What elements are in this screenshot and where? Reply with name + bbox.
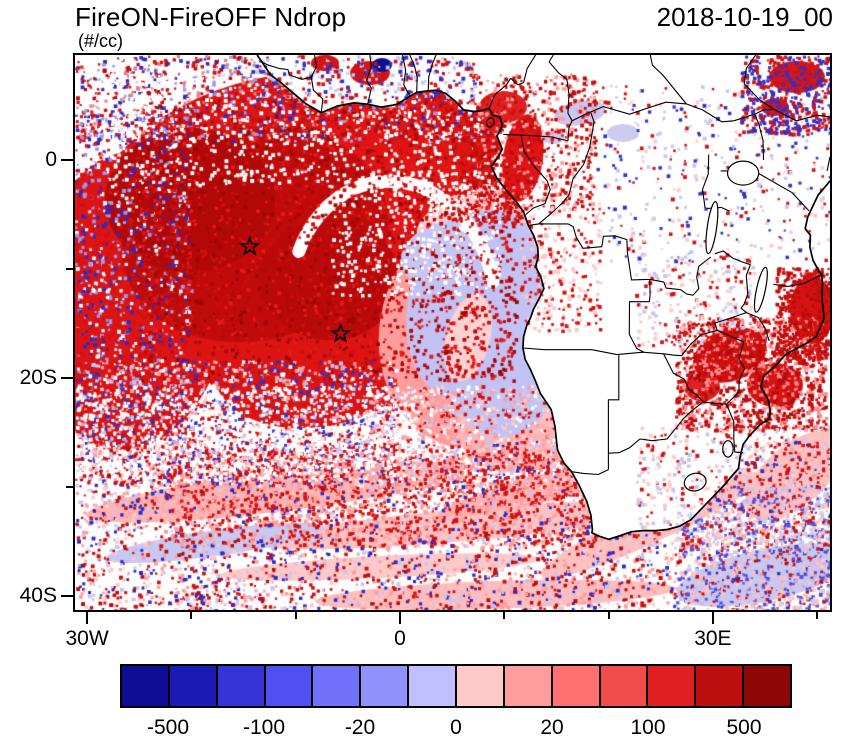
colorbar-tick-label: -20 <box>344 716 376 739</box>
country-border <box>773 273 823 287</box>
colorbar-cell-13 <box>744 666 791 706</box>
colorbar-cell-5 <box>361 666 410 706</box>
map-frame <box>73 53 832 612</box>
country-border <box>310 55 318 78</box>
colorbar-cell-6 <box>409 666 458 706</box>
colorbar-cell-12 <box>696 666 745 706</box>
country-border <box>607 355 620 470</box>
country-border <box>740 264 751 314</box>
country-border <box>725 403 744 454</box>
country-border <box>520 134 551 215</box>
country-border <box>608 401 704 454</box>
country-border <box>714 312 747 331</box>
country-border <box>366 55 372 105</box>
country-border <box>826 156 830 172</box>
country-border <box>261 61 290 76</box>
country-border <box>743 55 775 111</box>
colorbar-tick-label: 20 <box>540 716 564 739</box>
country-border <box>488 55 537 109</box>
colorbar-cell-9 <box>552 666 601 706</box>
star-2-marker-icon <box>329 322 352 343</box>
country-border <box>714 250 751 266</box>
colorbar-tick-label: 100 <box>630 716 666 739</box>
colorbar-cell-4 <box>313 666 362 706</box>
colorbar-tick-label: -100 <box>242 716 286 739</box>
star-1-marker-icon <box>239 235 261 256</box>
colorbar-cell-3 <box>265 666 314 706</box>
country-border <box>538 223 651 353</box>
outline-bioko <box>485 117 495 128</box>
colorbar-tick-label: -500 <box>146 716 190 739</box>
lake-malawi <box>753 266 768 313</box>
country-border <box>649 256 712 296</box>
map-overlay <box>239 55 830 541</box>
colorbar-cell-2 <box>217 666 266 706</box>
country-border <box>289 74 312 80</box>
x-axis-label: 0 <box>394 627 406 650</box>
colorbar-cell-11 <box>648 666 697 706</box>
country-border <box>754 113 765 161</box>
y-axis-minor-tick <box>66 486 73 488</box>
colorbar-cell-10 <box>600 666 649 706</box>
country-border <box>402 55 411 97</box>
colorbar-cell-8 <box>504 666 553 706</box>
x-axis-label: 30E <box>694 627 732 650</box>
country-border <box>701 154 710 209</box>
country-border <box>310 77 324 113</box>
y-axis-tick <box>61 377 73 379</box>
colorbar-tick-label: 0 <box>450 716 462 739</box>
plot-timestamp: 2018-10-19_00 <box>656 2 833 32</box>
coastline <box>256 55 830 541</box>
colorbar <box>120 664 792 708</box>
country-border <box>571 101 687 122</box>
y-axis-label: 20S <box>19 366 57 389</box>
y-axis-tick <box>61 595 73 597</box>
y-axis-label: 40S <box>19 584 57 607</box>
country-border <box>503 133 569 142</box>
country-border <box>649 55 687 105</box>
colorbar-cell-0 <box>122 666 170 706</box>
country-border <box>663 353 704 403</box>
x-axis-minor-tick <box>816 612 819 619</box>
y-axis-minor-tick <box>66 268 73 270</box>
country-border <box>686 103 830 123</box>
country-border <box>702 401 727 405</box>
country-border <box>663 329 718 357</box>
plot-units-label: (#/cc) <box>78 31 123 51</box>
x-axis-label: 30W <box>65 627 109 650</box>
x-axis-minor-tick <box>294 612 297 619</box>
outline-lesotho <box>683 472 707 492</box>
country-border <box>427 55 437 91</box>
data-field-canvas <box>75 55 830 610</box>
lake-victoria <box>726 160 760 186</box>
colorbar-cell-7 <box>457 666 505 706</box>
x-axis-minor-tick <box>607 612 610 619</box>
colorbar-cell-1 <box>169 666 218 706</box>
plot-title: FireON-FireOFF Ndrop <box>75 2 347 32</box>
x-axis-tick <box>86 612 89 624</box>
x-axis-tick <box>399 612 401 624</box>
country-border <box>548 55 573 122</box>
country-border <box>746 312 770 342</box>
country-border <box>716 329 746 405</box>
country-border <box>528 112 595 226</box>
outline-eswatini <box>722 440 734 458</box>
country-border <box>409 55 418 93</box>
colorbar-tick-label: 500 <box>726 716 762 739</box>
country-border <box>522 347 664 356</box>
country-border <box>571 469 609 476</box>
y-axis-tick <box>61 159 73 161</box>
country-border <box>567 120 573 141</box>
country-border <box>753 170 810 212</box>
x-axis-minor-tick <box>503 612 506 619</box>
lake-tanganyika <box>705 201 719 255</box>
y-axis-label: 0 <box>45 148 57 171</box>
x-axis-minor-tick <box>190 612 193 619</box>
x-axis-tick <box>711 612 714 624</box>
